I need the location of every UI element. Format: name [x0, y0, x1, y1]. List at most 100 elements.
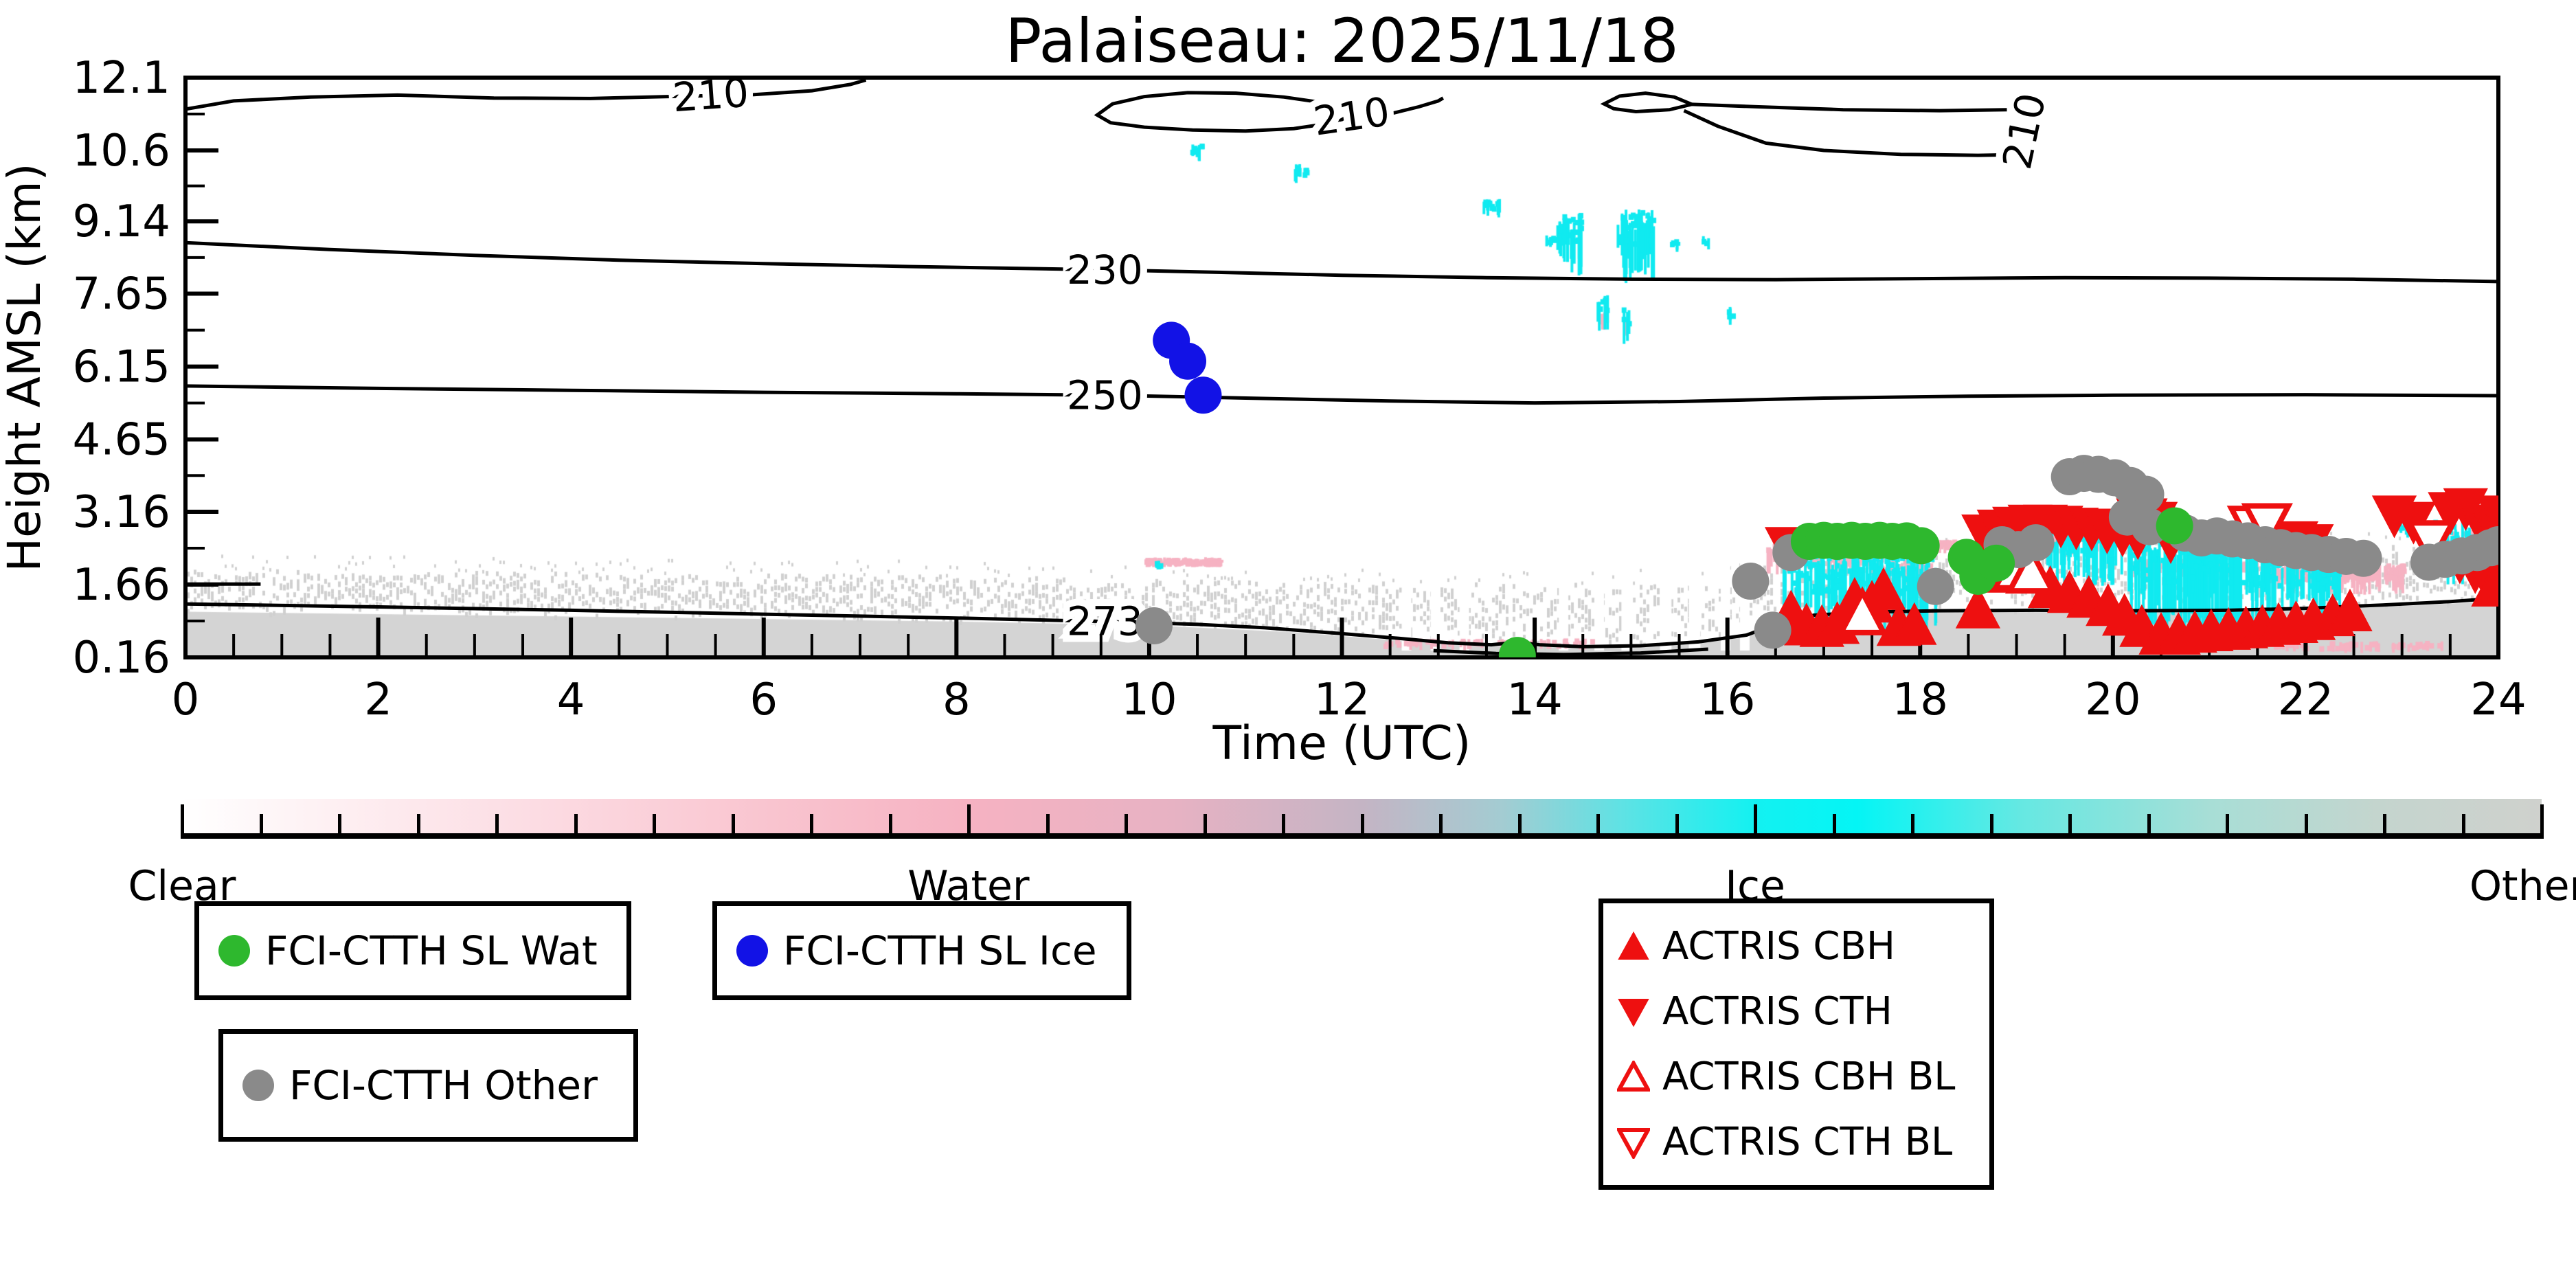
x-axis-title: Time (UTC) [1212, 716, 1471, 771]
legend-actris-row: ACTRIS CTH [1617, 989, 1893, 1034]
colorbar-tick [1911, 814, 1914, 839]
y-tick-label: 12.1 [73, 53, 171, 104]
colorbar-tick [1832, 814, 1836, 839]
colorbar-tick [810, 814, 813, 839]
legend-actris-label: ACTRIS CTH BL [1662, 1120, 1953, 1164]
colorbar-tick [2226, 814, 2229, 839]
legend-fci-other: FCI-CTTH Other [218, 1029, 638, 1142]
legend-actris-row: ACTRIS CBH [1617, 924, 1895, 969]
y-tick-label: 9.14 [73, 196, 171, 247]
legend-fci-sl-ice-label: FCI-CTTH SL Ice [783, 927, 1097, 974]
y-tick-label: 7.65 [73, 269, 171, 320]
x-tick-label: 6 [749, 675, 778, 725]
contour-label-230: 230 [1067, 247, 1143, 293]
y-tick-label: 4.65 [73, 415, 171, 466]
x-tick-label: 4 [557, 675, 585, 725]
x-tick-label: 20 [2085, 675, 2140, 725]
x-tick-label: 10 [1121, 675, 1177, 725]
y-tick-label: 10.6 [73, 126, 171, 177]
down-open-triangle-icon [1617, 1127, 1650, 1159]
colorbar-tick [495, 814, 499, 839]
colorbar-tick [1675, 814, 1679, 839]
colorbar-tick [2304, 814, 2308, 839]
wat-marker-icon [218, 935, 250, 967]
legend-actris-label: ACTRIS CBH [1662, 924, 1896, 969]
up-open-triangle-icon [1617, 1060, 1650, 1092]
y-axis-title: Height AMSL (km) [0, 163, 51, 572]
contour-210 [1691, 102, 2007, 113]
up-filled-triangle-icon [1618, 931, 1649, 960]
colorbar-tick [1596, 814, 1600, 839]
colorbar-tick [181, 804, 184, 839]
legend-fci-sl-wat-label: FCI-CTTH SL Wat [265, 927, 598, 974]
axes-frame [183, 76, 2500, 659]
contour-230 [185, 240, 2498, 284]
legend-fci-sl-wat: FCI-CTTH SL Wat [194, 901, 631, 1000]
colorbar-tick [259, 814, 263, 839]
legend-actris-row: ACTRIS CBH BL [1617, 1054, 1955, 1099]
x-tick-label: 8 [942, 675, 971, 725]
colorbar-tick [338, 814, 341, 839]
contour-210 [1385, 96, 1445, 117]
contour-label-273: 273 [1067, 598, 1143, 645]
colorbar-tick [2461, 814, 2465, 839]
legend-actris-label: ACTRIS CTH [1662, 989, 1893, 1034]
colorbar-tick [731, 814, 735, 839]
legend-actris-row: ACTRIS CTH BL [1617, 1120, 1952, 1164]
colorbar-tick [1517, 814, 1522, 839]
legend-fci-sl-ice: FCI-CTTH SL Ice [712, 901, 1131, 1000]
x-tick-label: 24 [2470, 675, 2526, 725]
colorbar-tick [416, 814, 420, 839]
ice-marker-icon [736, 935, 768, 967]
colorbar-tick [1125, 814, 1128, 839]
x-tick-label: 2 [364, 675, 392, 725]
other-marker-icon [242, 1070, 274, 1101]
colorbar-tick [1203, 814, 1207, 839]
colorbar-label-other: Other [2469, 862, 2576, 910]
colorbar-tick [2068, 814, 2072, 839]
y-tick-label: 3.16 [73, 487, 171, 538]
contour-label-250: 250 [1067, 372, 1143, 418]
colorbar-tick [1439, 814, 1443, 839]
colorbar-tick [1046, 814, 1050, 839]
contour-label-210: 210 [1311, 88, 1392, 145]
colorbar-tick [967, 804, 971, 839]
chart-title: Palaiseau: 2025/11/18 [1005, 5, 1679, 76]
x-tick-label: 12 [1314, 675, 1370, 725]
legend-fci-other-label: FCI-CTTH Other [289, 1062, 598, 1109]
series-fci-ctth-other [1135, 455, 2498, 649]
contour-210 [185, 78, 867, 111]
colorbar-tick [1282, 814, 1285, 839]
x-tick-label: 22 [2278, 675, 2334, 725]
contour-210 [1600, 91, 1697, 114]
colorbar-tick [2540, 804, 2544, 839]
contour-210 [1683, 109, 2031, 157]
x-tick-label: 18 [1893, 675, 1948, 725]
colorbar-tick [1360, 814, 1364, 839]
down-filled-triangle-icon [1618, 998, 1649, 1027]
series-fci-ctth-sl-wat [1498, 507, 2193, 657]
contour-273 [1433, 647, 1708, 657]
x-tick-label: 14 [1506, 675, 1562, 725]
colorbar-tick [2147, 814, 2151, 839]
colorbar-tick [2383, 814, 2386, 839]
x-tick-label: 16 [1699, 675, 1755, 725]
legend-actris-label: ACTRIS CBH BL [1662, 1054, 1956, 1099]
colorbar-tick [888, 814, 892, 839]
colorbar-tick [1989, 814, 1993, 839]
colorbar-tick [1754, 804, 1757, 839]
contour-250 [185, 384, 2498, 405]
colorbar-tick [574, 814, 578, 839]
y-tick-label: 1.66 [73, 560, 171, 611]
y-tick-label: 0.16 [73, 633, 171, 683]
contour-label-210: 210 [1993, 89, 2055, 173]
x-tick-label: 0 [172, 675, 200, 725]
legend-actris: ACTRIS CBH ACTRIS CTH ACTRIS CBH BL ACTRIS … [1598, 899, 1994, 1190]
y-tick-label: 6.15 [73, 342, 171, 393]
series-fci-ctth-sl-ice [1153, 321, 1222, 414]
data-markers [1135, 321, 2498, 657]
contour-210 [1094, 91, 1364, 133]
